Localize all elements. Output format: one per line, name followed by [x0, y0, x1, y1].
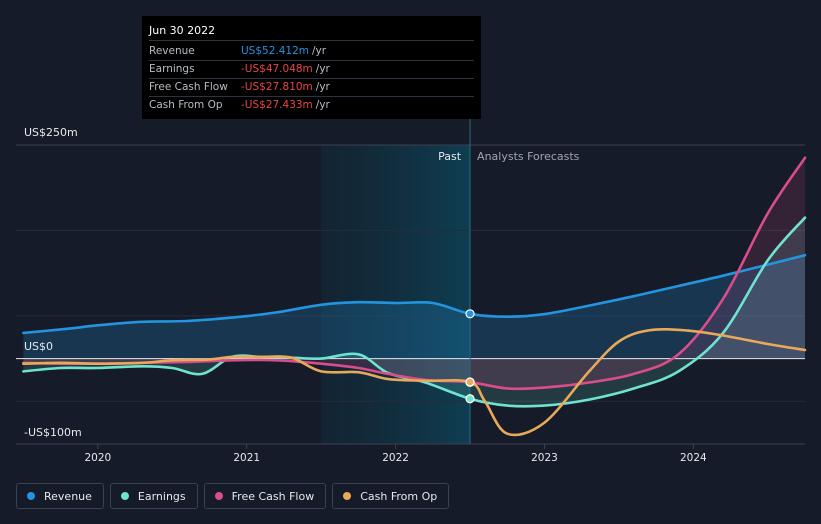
tooltip-value: US$52.412m: [241, 45, 309, 57]
legend-item-revenue[interactable]: Revenue: [16, 483, 104, 509]
legend-item-free-cash-flow[interactable]: Free Cash Flow: [203, 483, 327, 509]
legend-dot-icon: [214, 492, 223, 500]
tooltip-unit: /yr: [315, 63, 330, 75]
tooltip-unit: /yr: [312, 45, 327, 57]
tooltip-label: Revenue: [149, 45, 195, 57]
x-tick-label: 2023: [531, 452, 558, 464]
y-axis-label-zero: US$0: [24, 340, 53, 353]
tooltip: Jun 30 2022 Revenue US$52.412m /yr Earni…: [142, 16, 481, 119]
tooltip-value: -US$47.048m: [241, 63, 313, 75]
y-axis-label-top: US$250m: [24, 126, 78, 139]
tooltip-value: -US$27.810m: [241, 81, 313, 93]
marker-earnings: [465, 394, 475, 404]
marker-revenue: [465, 309, 475, 319]
legend-dot-icon: [120, 492, 129, 500]
series-fill-revenue: [23, 255, 805, 359]
series-line-revenue: [22, 253, 807, 335]
series-line-earnings: [22, 216, 807, 408]
x-tick-label: 2021: [233, 452, 260, 464]
legend: Revenue Earnings Free Cash Flow Cash Fro…: [16, 483, 450, 509]
marker-cash-from-op: [465, 377, 475, 387]
series-line-cash-from-op: [22, 328, 807, 437]
legend-dot-icon: [27, 492, 35, 500]
tooltip-unit: /yr: [315, 81, 330, 93]
y-axis-label-bottom: -US$100m: [24, 426, 82, 439]
tooltip-row-free-cash-flow: Free Cash Flow -US$27.810m /yr: [149, 79, 474, 97]
past-highlight-band: [321, 145, 471, 444]
legend-item-cash-from-op[interactable]: Cash From Op: [332, 483, 450, 509]
legend-label: Cash From Op: [360, 489, 438, 503]
tooltip-row-revenue: Revenue US$52.412m /yr: [149, 43, 474, 61]
tooltip-label: Cash From Op: [149, 99, 223, 111]
tooltip-label: Earnings: [149, 63, 195, 75]
legend-item-earnings[interactable]: Earnings: [109, 483, 198, 509]
x-tick-label: 2020: [85, 452, 112, 464]
tooltip-label: Free Cash Flow: [149, 81, 228, 93]
gridlines: [16, 144, 805, 402]
tooltip-markers: [465, 309, 475, 404]
x-tick-label: 2022: [382, 452, 409, 464]
x-axis-ticks: 2020 2021 2022 2023 2024: [85, 444, 707, 464]
legend-label: Revenue: [44, 489, 92, 503]
x-tick-label: 2024: [680, 452, 707, 464]
tooltip-date: Jun 30 2022: [149, 24, 474, 41]
tooltip-unit: /yr: [315, 99, 330, 111]
legend-dot-icon: [343, 492, 352, 500]
forecast-label: Analysts Forecasts: [477, 150, 580, 163]
past-label: Past: [438, 150, 462, 163]
tooltip-row-earnings: Earnings -US$47.048m /yr: [149, 61, 474, 79]
series-lines: [22, 156, 807, 437]
tooltip-value: -US$27.433m: [241, 99, 313, 111]
legend-label: Earnings: [137, 489, 186, 503]
tooltip-row-cash-from-op: Cash From Op -US$27.433m /yr: [149, 97, 474, 114]
legend-label: Free Cash Flow: [231, 489, 315, 503]
